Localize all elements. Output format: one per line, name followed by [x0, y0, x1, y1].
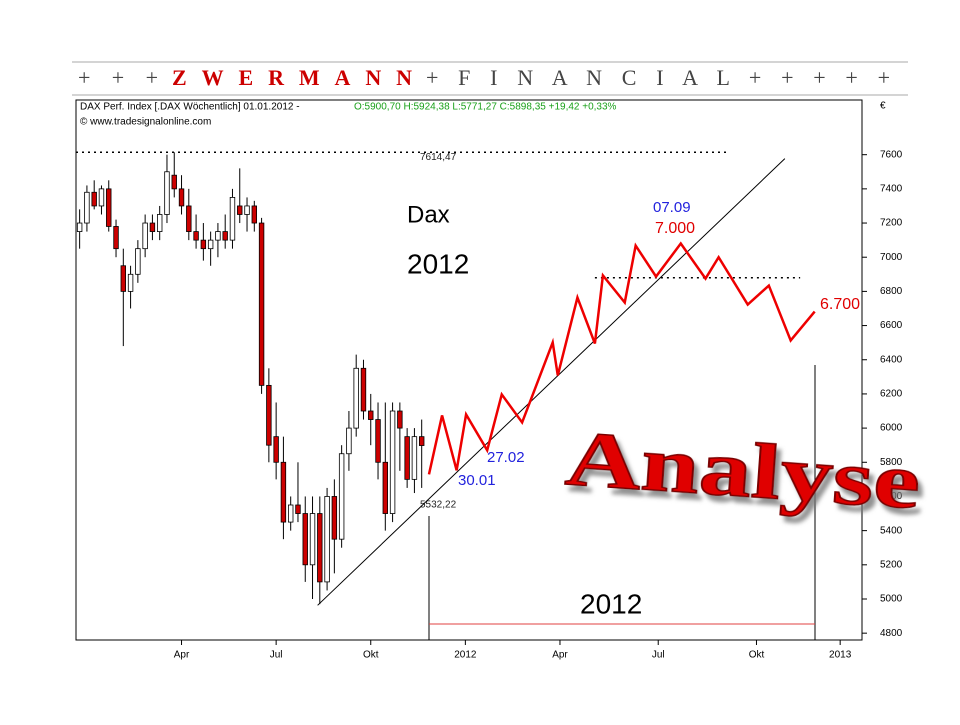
info: DAX Perf. Index [.DAX Wöchentlich] 01.01… [80, 102, 300, 113]
price-label: 5532,22 [420, 500, 457, 511]
candle-body [397, 410, 403, 429]
y-tick-label: 7000 [880, 252, 903, 263]
annotation: 7.000 [655, 220, 695, 237]
annotation: 30.01 [458, 472, 496, 489]
unit: € [880, 101, 886, 112]
candle-body [258, 222, 265, 386]
candle-body [193, 231, 199, 241]
candle-body [113, 226, 119, 250]
candle-body [346, 427, 352, 455]
candle-body [266, 384, 272, 446]
header-suffix: + F I N A N C I A L + + + + + [426, 65, 890, 90]
plot-frame [75, 99, 863, 641]
candle-body [295, 504, 301, 514]
annotation: Dax [407, 201, 450, 228]
y-tick-label: 5600 [880, 491, 903, 502]
candle-body [324, 496, 330, 583]
chart-title: Analyse [563, 414, 923, 526]
x-tick-label: Jul [270, 650, 283, 661]
y-tick-label: 6800 [880, 286, 903, 297]
candle-body [106, 188, 112, 227]
candle-body [98, 188, 105, 207]
price-label: 7614,47 [420, 152, 457, 163]
candle-body [237, 205, 243, 215]
candle-body [164, 171, 170, 215]
annotation: 07.09 [653, 199, 691, 216]
candle-body [76, 222, 83, 232]
candle-body [142, 222, 148, 250]
candle-body [156, 214, 163, 232]
y-tick-label: 5800 [880, 457, 903, 468]
candle-body [411, 436, 418, 480]
candle-body [287, 504, 294, 523]
candle-body [251, 205, 258, 224]
y-tick-label: 7400 [880, 184, 903, 195]
x-tick-label: 2012 [454, 650, 477, 661]
candle-body [215, 231, 221, 241]
candle-body [91, 191, 97, 207]
annotation: 6.700 [820, 296, 860, 313]
y-tick-label: 5200 [880, 559, 903, 570]
source: © www.tradesignalonline.com [80, 117, 211, 128]
y-tick-label: 7200 [880, 218, 903, 229]
candle-body [309, 513, 316, 566]
candle-body [149, 222, 156, 232]
candle-body [375, 419, 381, 463]
x-tick-label: 2013 [829, 650, 852, 661]
candle-body [404, 436, 410, 480]
candle-body [331, 496, 338, 540]
x-tick-label: Jul [652, 650, 665, 661]
candle-body [353, 367, 359, 429]
y-tick-label: 6600 [880, 320, 903, 331]
candle-body [207, 239, 214, 250]
x-tick-label: Okt [749, 650, 765, 661]
y-tick-label: 6000 [880, 423, 903, 434]
candle-body [338, 453, 345, 540]
info-values: O:5900,70 H:5924,38 L:5771,27 C:5898,35 … [354, 102, 617, 113]
candle-body [135, 248, 141, 275]
candle-body [229, 197, 236, 241]
y-tick-label: 5000 [880, 594, 903, 605]
y-tick-label: 6200 [880, 389, 903, 400]
candle-body [244, 205, 250, 215]
candle-body [273, 436, 279, 463]
candle-body [418, 436, 425, 446]
candle-body [360, 367, 367, 412]
y-tick-label: 7600 [880, 149, 903, 160]
candle-body [317, 513, 323, 583]
candle-body [368, 410, 374, 420]
y-tick-label: 5400 [880, 525, 903, 536]
y-tick-label: 4800 [880, 628, 903, 639]
header-brand: ZWERMANN [172, 65, 412, 90]
candle-body [171, 174, 177, 190]
candle-body [302, 513, 308, 566]
candle-body [280, 461, 287, 523]
candle-body [186, 205, 192, 232]
forecast-line [427, 241, 816, 475]
candle-body [382, 461, 389, 514]
candle-body [127, 273, 134, 292]
candle-body [389, 410, 396, 514]
annotation: 27.02 [487, 449, 525, 466]
header-prefix: + + + [78, 65, 158, 90]
candle-body [178, 188, 185, 207]
x-tick-label: Apr [552, 650, 568, 661]
x-tick-label: Apr [174, 650, 190, 661]
annotation: 2012 [407, 248, 469, 279]
trendline [317, 158, 786, 606]
candle-body [222, 231, 228, 241]
candle-body [200, 239, 207, 250]
candle-body [120, 265, 127, 292]
x-tick-label: Okt [363, 650, 379, 661]
candle-body [84, 191, 90, 224]
y-tick-label: 6400 [880, 354, 903, 365]
annotation: 2012 [580, 588, 642, 619]
